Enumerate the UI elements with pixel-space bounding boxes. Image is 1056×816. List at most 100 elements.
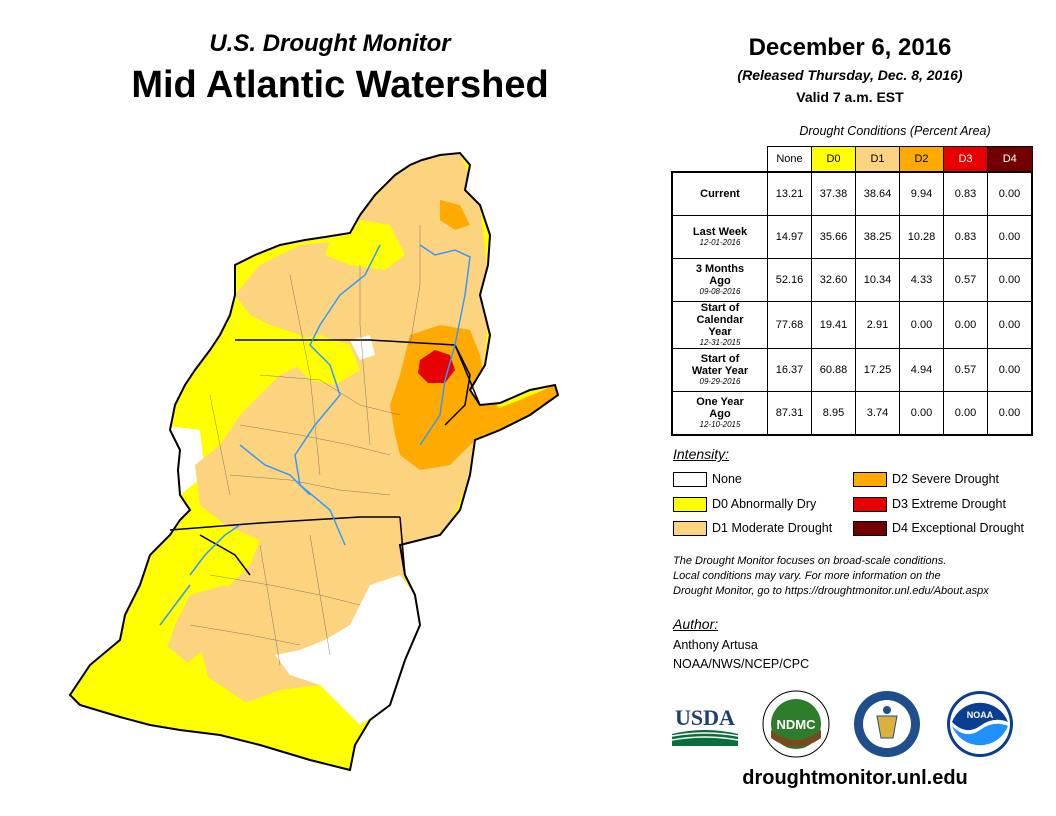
row-label: Last Week xyxy=(692,226,748,238)
column-header-d0: D0 xyxy=(811,146,856,173)
table-cell: 0.83 xyxy=(943,171,988,216)
d2-area-north xyxy=(440,200,470,230)
ndmc-logo: NDMC xyxy=(762,690,830,758)
table-cell: 0.00 xyxy=(943,301,988,349)
note-line[interactable]: Drought Monitor, go to https://droughtmo… xyxy=(673,585,989,597)
table-cell: 8.95 xyxy=(811,391,856,436)
author-title: Author: xyxy=(673,616,719,632)
table-row: Start of Calendar Year 12-31-2015 77.68 19.… xyxy=(671,301,1033,349)
row-header: Current xyxy=(671,171,768,216)
row-header: Start of Calendar Year 12-31-2015 xyxy=(671,301,768,349)
table-cell: 3.74 xyxy=(855,391,900,436)
row-header: Start of Water Year 09-29-2016 xyxy=(671,348,768,392)
legend-item-none: None xyxy=(673,470,742,488)
table-row: One Year Ago 12-10-2015 87.31 8.95 3.74 0.00 0… xyxy=(671,391,1033,436)
county-lines xyxy=(189,225,421,666)
row-label: Start of Water Year xyxy=(691,353,749,377)
table-caption: Drought Conditions (Percent Area) xyxy=(799,124,991,138)
table-cell: 32.60 xyxy=(811,258,856,302)
ndmc-logo-text: NDMC xyxy=(777,717,817,732)
table-cell: 0.00 xyxy=(987,171,1033,216)
table-cell: 0.00 xyxy=(899,391,944,436)
table-cell: 16.37 xyxy=(767,348,812,392)
table-cell: 0.00 xyxy=(943,391,988,436)
drought-monitor-note: The Drought Monitor focuses on broad-sca… xyxy=(673,554,1043,599)
legend-item-d4: D4 Exceptional Drought xyxy=(853,519,1024,537)
legend-label: D4 Exceptional Drought xyxy=(892,521,1025,535)
legend-label: D2 Severe Drought xyxy=(892,472,1000,486)
author-org: NOAA/NWS/NCEP/CPC xyxy=(673,657,810,671)
note-line: The Drought Monitor focuses on broad-sca… xyxy=(673,555,947,567)
region-outline xyxy=(68,151,560,772)
table-cell: 0.00 xyxy=(987,391,1033,436)
legend-title: Intensity: xyxy=(673,446,730,462)
table-cell: 2.91 xyxy=(855,301,900,349)
column-header-d1: D1 xyxy=(855,146,900,173)
row-header: 3 Months Ago 09-08-2016 xyxy=(671,258,768,302)
note-line: Local conditions may vary. For more info… xyxy=(673,570,941,582)
column-header-none: None xyxy=(767,146,812,173)
d1-area-va xyxy=(165,585,245,665)
table-cell: 0.83 xyxy=(943,215,988,259)
row-header: Last Week 12-01-2016 xyxy=(671,215,768,259)
legend-label: None xyxy=(712,472,742,486)
legend-item-d0: D0 Abnormally Dry xyxy=(673,495,816,513)
doc-logo xyxy=(854,691,920,757)
table-cell: 4.94 xyxy=(899,348,944,392)
table-cell: 0.00 xyxy=(899,301,944,349)
drought-map xyxy=(68,151,560,772)
map-title: Mid Atlantic Watershed xyxy=(131,64,549,106)
table-cell: 14.97 xyxy=(767,215,812,259)
table-cell: 87.31 xyxy=(767,391,812,436)
row-date: 09-08-2016 xyxy=(699,287,741,296)
table-cell: 35.66 xyxy=(811,215,856,259)
table-cell: 0.57 xyxy=(943,348,988,392)
table-cell: 77.68 xyxy=(767,301,812,349)
table-cell: 4.33 xyxy=(899,258,944,302)
table-cell: 0.00 xyxy=(987,258,1033,302)
website-link[interactable]: droughtmonitor.unl.edu xyxy=(742,767,968,789)
legend-swatch xyxy=(673,496,707,512)
legend-label: D0 Abnormally Dry xyxy=(712,497,817,511)
none-area-delmarva xyxy=(275,575,420,725)
table-row: Last Week 12-01-2016 14.97 35.66 38.25 10.28 0… xyxy=(671,215,1033,259)
table-cell: 0.00 xyxy=(987,215,1033,259)
table-cell: 10.28 xyxy=(899,215,944,259)
row-date: 09-29-2016 xyxy=(699,377,741,386)
legend-item-d3: D3 Extreme Drought xyxy=(853,495,1006,513)
row-date: 12-10-2015 xyxy=(699,420,741,429)
legend-swatch xyxy=(673,471,707,487)
legend-item-d1: D1 Moderate Drought xyxy=(673,519,832,537)
map-subtitle: U.S. Drought Monitor xyxy=(209,30,451,57)
legend-item-d2: D2 Severe Drought xyxy=(853,470,999,488)
legend-label: D3 Extreme Drought xyxy=(892,497,1006,511)
legend-swatch xyxy=(853,520,887,536)
row-date: 12-31-2015 xyxy=(699,338,741,347)
usda-logo: USDA xyxy=(671,705,739,746)
author-name: Anthony Artusa xyxy=(673,638,758,652)
table-cell: 37.38 xyxy=(811,171,856,216)
table-cell: 38.64 xyxy=(855,171,900,216)
table-header-row: None D0 D1 D2 D3 D4 xyxy=(672,146,1033,173)
table-cell: 9.94 xyxy=(899,171,944,216)
table-cell: 60.88 xyxy=(811,348,856,392)
row-label: Current xyxy=(700,188,740,200)
usda-logo-text: USDA xyxy=(675,705,735,730)
table-row: Current 13.21 37.38 38.64 9.94 0.83 0.00 xyxy=(671,171,1033,216)
table-row: 3 Months Ago 09-08-2016 52.16 32.60 10.34 4.3… xyxy=(671,258,1033,302)
d2-area xyxy=(390,325,500,470)
d1-area-main xyxy=(195,153,500,705)
column-header-d2: D2 xyxy=(899,146,944,173)
drought-stats-table: None D0 D1 D2 D3 D4 Current 13.21 37.38 38.64 9.9… xyxy=(671,146,1033,436)
table-cell: 52.16 xyxy=(767,258,812,302)
rivers xyxy=(159,244,471,626)
table-cell: 17.25 xyxy=(855,348,900,392)
legend-label: D1 Moderate Drought xyxy=(712,521,833,535)
legend-swatch xyxy=(853,471,887,487)
noaa-logo-text: NOAA xyxy=(967,710,994,720)
release-date: (Released Thursday, Dec. 8, 2016) xyxy=(737,67,963,83)
valid-time: Valid 7 a.m. EST xyxy=(796,89,904,105)
row-label: 3 Months Ago xyxy=(695,263,745,287)
row-header: One Year Ago 12-10-2015 xyxy=(671,391,768,436)
table-cell: 0.00 xyxy=(987,348,1033,392)
